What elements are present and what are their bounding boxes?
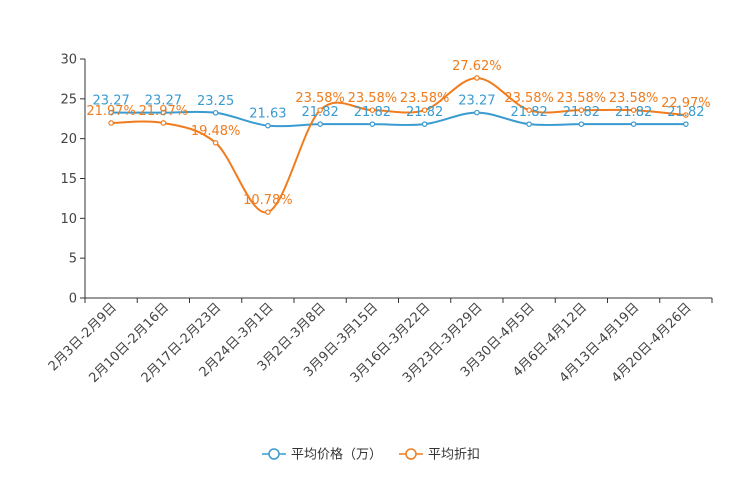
legend-item-avg-discount[interactable]: 平均折扣 [399,448,480,463]
data-point [317,121,323,127]
data-label: 23.25 [197,94,234,109]
data-label: 22.97% [661,96,711,111]
y-tick-label: 30 [60,53,77,68]
data-label: 21.82 [615,105,652,120]
data-point [630,121,637,127]
y-tick-label: 25 [60,92,77,107]
data-point [578,121,585,127]
data-point [160,120,167,126]
data-point [526,121,532,127]
data-point [265,122,271,129]
data-point [369,107,376,113]
y-tick-label: 0 [69,292,77,307]
legend-label: 平均折扣 [428,448,480,463]
data-label: 21.97% [86,104,136,119]
data-label: 19.48% [191,124,241,139]
data-label: 21.82 [354,105,391,120]
data-point [683,112,689,118]
data-labels-group: 23.27 23.27 23.25 21.63 21.82 21.82 21.82 23.27… [86,59,710,208]
legend-marker-icon [405,448,417,460]
data-point [160,109,167,116]
data-label: 23.58% [609,91,659,106]
legend-label: 平均价格（万） [291,447,382,463]
data-label: 23.27 [93,94,130,109]
data-point [683,121,689,127]
legend[interactable]: 平均价格（万） 平均折扣 [262,447,480,463]
y-tick-label: 10 [60,212,77,227]
data-label: 21.82 [563,105,600,120]
data-label: 23.58% [295,91,345,106]
data-point [630,107,637,113]
data-point [421,121,428,127]
data-label: 23.58% [400,91,450,106]
data-label: 10.78% [243,193,293,208]
legend-marker-icon [268,448,280,460]
data-label: 27.62% [452,59,502,74]
data-label: 21.63 [249,107,286,122]
data-label: 21.82 [667,105,704,120]
data-label: 21.82 [302,105,339,120]
y-tick-label: 5 [69,252,77,267]
data-label: 21.82 [511,105,548,120]
data-point [108,109,114,116]
data-points-group [108,75,689,215]
data-point [578,107,585,113]
data-label: 21.82 [406,105,443,120]
series-line-avg-price [111,110,686,128]
data-point [526,107,532,113]
data-label: 23.58% [504,91,554,106]
data-point [212,109,219,116]
data-label: 21.97% [139,104,189,119]
data-point [369,121,376,127]
data-point [421,107,428,113]
data-label: 23.58% [557,91,607,106]
y-tick-label: 15 [60,172,77,187]
data-point [474,109,480,116]
data-label: 23.27 [458,94,495,109]
legend-item-avg-price[interactable]: 平均价格（万） [262,447,382,463]
data-point [108,120,114,126]
data-point [317,107,323,113]
data-point [265,209,271,215]
y-tick-label: 20 [60,132,77,147]
data-label: 23.27 [145,94,182,109]
data-point [212,140,219,146]
data-point [474,75,480,81]
data-label: 23.58% [348,91,398,106]
